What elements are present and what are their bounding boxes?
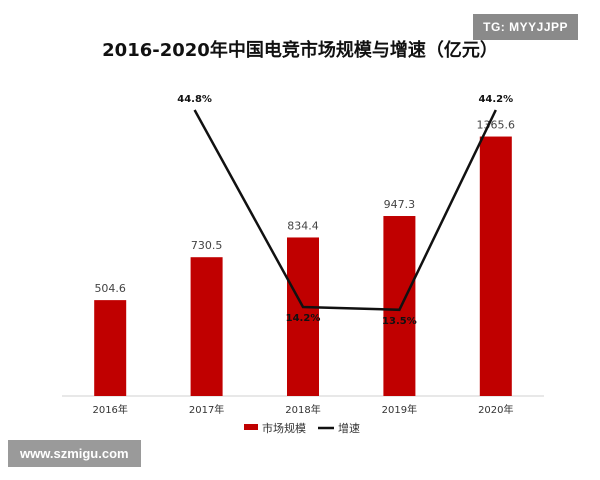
x-tick-label-1: 2016年 [92,403,127,416]
x-tick-label-2: 2017年 [189,403,224,416]
chart-title: 2016-2020年中国电竞市场规模与增速（亿元） [102,40,498,61]
legend-bar-label: 市场规模 [262,421,306,435]
growth-line [193,109,497,312]
bar-label-4: 947.3 [384,198,416,211]
x-tick-label-3: 2018年 [285,403,320,416]
x-tick-label-5: 2020年 [478,403,513,416]
bar-label-3: 834.4 [287,219,319,232]
bar-3 [287,237,319,396]
bar-label-5: 1365.6 [477,119,516,132]
bar-1 [94,300,127,396]
bar-2 [190,257,223,396]
growth-label-5: 44.2% [478,94,513,105]
growth-label-4: 13.5% [382,316,417,327]
bar-5 [479,136,512,396]
x-tick-label-4: 2019年 [382,403,417,416]
watermark-site: www.szmigu.com [8,440,141,467]
bar-label-2: 730.5 [191,239,223,252]
legend-line-label: 增速 [338,421,360,435]
growth-label-2: 44.8% [177,94,212,105]
watermark-tag: TG: MYYJJPP [473,14,578,40]
legend-bar-swatch [244,424,258,430]
bar-label-1: 504.6 [94,282,126,295]
growth-label-3: 14.2% [286,313,321,324]
bar-4 [383,216,416,396]
